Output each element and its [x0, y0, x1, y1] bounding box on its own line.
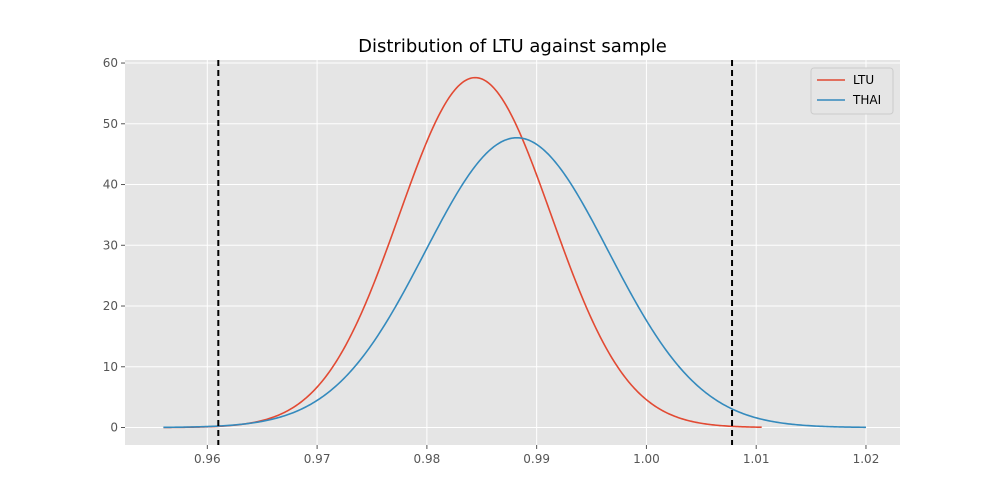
- y-tick-label: 40: [103, 178, 118, 192]
- y-tick-label: 50: [103, 117, 118, 131]
- grid: [125, 60, 900, 445]
- x-tick-label: 0.98: [414, 452, 441, 466]
- legend-label-thai: THAI: [852, 93, 881, 107]
- legend-box: [810, 67, 894, 115]
- series-line-ltu: [163, 76, 762, 429]
- x-tick-label: 1.00: [633, 452, 660, 466]
- y-tick-label: 0: [110, 421, 118, 435]
- x-axis: 0.96 0.97 0.98 0.99 1.00 1.01 1.02: [194, 445, 879, 466]
- x-tick-label: 0.97: [304, 452, 331, 466]
- x-tick-label: 0.96: [194, 452, 221, 466]
- y-tick-label: 30: [103, 238, 118, 252]
- series-line-thai: [163, 136, 866, 429]
- legend-label-ltu: LTU: [853, 73, 874, 87]
- legend: LTU THAI: [810, 67, 894, 115]
- x-tick-label: 0.99: [523, 452, 550, 466]
- vertical-lines: [217, 60, 734, 445]
- y-tick-label: 60: [103, 56, 118, 70]
- chart-title: Distribution of LTU against sample: [358, 36, 667, 57]
- y-axis: 0 10 20 30 40 50 60: [103, 56, 125, 435]
- curves: [163, 76, 866, 429]
- y-tick-label: 10: [103, 360, 118, 374]
- x-tick-label: 1.01: [743, 452, 770, 466]
- x-tick-label: 1.02: [853, 452, 880, 466]
- y-tick-label: 20: [103, 299, 118, 313]
